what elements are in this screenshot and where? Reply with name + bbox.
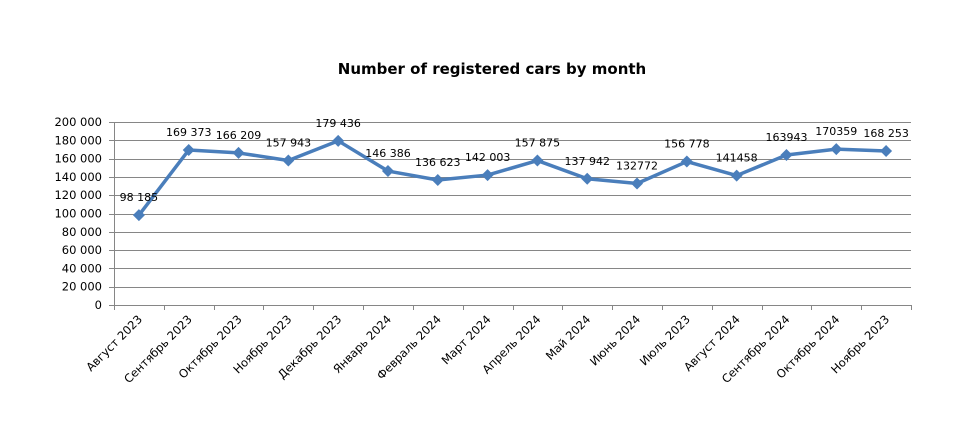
data-label: 168 253: [863, 127, 909, 140]
data-point-marker: [730, 169, 743, 182]
data-point-marker: [780, 148, 793, 161]
data-label: 157 875: [515, 137, 561, 150]
data-label: 137 942: [564, 155, 610, 168]
data-point-marker: [182, 144, 195, 157]
data-point-marker: [132, 209, 145, 222]
x-tick-label: Июнь 2024: [587, 312, 643, 368]
chart-title: Number of registered cars by month: [337, 60, 647, 78]
data-point-marker: [581, 172, 594, 185]
data-point-marker: [282, 154, 295, 167]
data-point-marker: [431, 173, 444, 186]
data-point-marker: [680, 155, 693, 168]
data-point-marker: [531, 154, 544, 167]
y-tick-label: 180 000: [54, 133, 102, 147]
data-label: 179 436: [315, 117, 361, 130]
data-point-marker: [332, 134, 345, 147]
data-label: 132772: [616, 160, 658, 173]
series-line-path: [137, 139, 888, 217]
data-label: 146 386: [365, 147, 411, 160]
data-label: 166 209: [216, 129, 262, 142]
data-label: 156 778: [664, 138, 710, 151]
data-point-marker: [481, 169, 494, 182]
data-markers: [132, 134, 893, 222]
data-point-marker: [880, 145, 893, 158]
y-tick-label: 160 000: [54, 152, 102, 166]
y-tick-label: 0: [95, 298, 102, 312]
y-tick-label: 20 000: [62, 280, 102, 294]
data-label: 169 373: [166, 126, 212, 139]
data-label: 163943: [765, 131, 807, 144]
y-tick-label: 140 000: [54, 170, 102, 184]
y-tick-label: 40 000: [62, 261, 102, 275]
series-line: [137, 139, 888, 217]
data-point-marker: [381, 165, 394, 178]
data-label: 98 185: [120, 191, 159, 204]
data-label: 157 943: [266, 136, 312, 149]
data-point-marker: [232, 146, 245, 159]
data-point-marker: [631, 177, 644, 190]
data-label: 142 003: [465, 151, 511, 164]
gridlines: [114, 122, 911, 288]
axes: [109, 122, 912, 310]
y-tick-label: 200 000: [54, 115, 102, 129]
y-tick-label: 60 000: [62, 243, 102, 257]
y-axis-tick-labels: 0 20 000 40 000 60 000 80 000 100 000 120 000 1…: [54, 115, 102, 312]
data-point-marker: [830, 143, 843, 156]
y-tick-label: 80 000: [62, 225, 102, 239]
data-label: 170359: [815, 125, 857, 138]
x-tick-label: Май 2024: [543, 312, 593, 362]
y-tick-label: 100 000: [54, 207, 102, 221]
data-label: 136 623: [415, 156, 461, 169]
data-label: 141458: [716, 152, 758, 165]
y-tick-label: 120 000: [54, 188, 102, 202]
